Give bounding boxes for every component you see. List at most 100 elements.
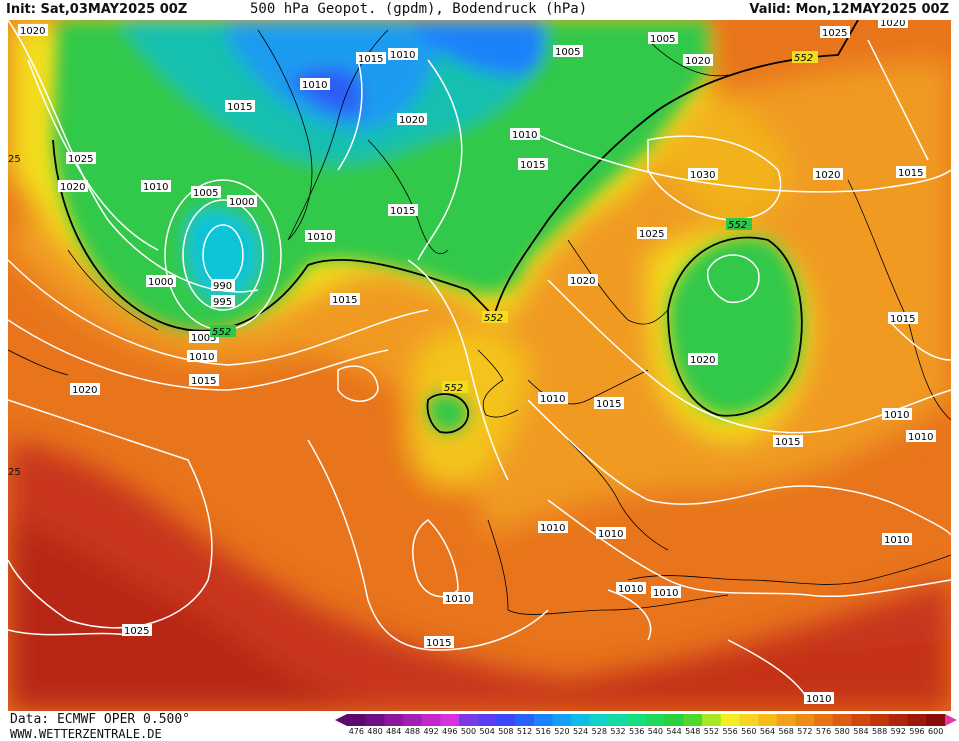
svg-text:1010: 1010 (598, 529, 623, 540)
coastlines (8, 29, 951, 615)
colorbar-swatch (477, 714, 497, 726)
isobar-label: 1020 (878, 20, 908, 29)
svg-text:1010: 1010 (540, 523, 565, 534)
svg-text:1010: 1010 (143, 182, 168, 193)
svg-text:1020: 1020 (685, 56, 710, 67)
colorbar-ticks: 476 480 484 488 492 496 500 504 508 512 516 520 524 5… (335, 727, 957, 739)
svg-text:1020: 1020 (60, 182, 85, 193)
isobar-label: 1010 (305, 230, 335, 243)
geopotential-field (8, 20, 951, 711)
colorbar-swatch (832, 714, 853, 726)
svg-text:1020: 1020 (690, 355, 715, 366)
colorbar-tick-label: 560 (741, 727, 757, 736)
svg-text:990: 990 (213, 281, 232, 292)
svg-text:1015: 1015 (426, 638, 451, 649)
isobar-label: 1005 (553, 45, 583, 58)
colorbar-swatch (683, 714, 703, 726)
colorbar-tick-label: 508 (498, 727, 514, 736)
colorbar-swatch (552, 714, 572, 726)
isobar-label: 1015 (388, 204, 418, 217)
colorbar-tick-label: 480 (367, 727, 383, 736)
isobar-label: 1020 (58, 180, 88, 193)
valid-time: Valid: Mon,12MAY2025 00Z (749, 2, 949, 17)
weather-map[interactable]: 1020 1015 1010 1005 1020 1015 1010 1005 … (8, 20, 951, 711)
edge-labels: 25 25 (8, 154, 21, 478)
isobar-label: 1015 (773, 435, 803, 448)
colorbar-tick-label: 596 (909, 727, 925, 736)
isobar-label: 1010 (187, 350, 217, 363)
colorbar-tick-label: 512 (516, 727, 533, 736)
isobar-label: 1015 (189, 374, 219, 387)
isobar-label: 1010 (596, 527, 626, 540)
colorbar-tick-label: 592 (890, 727, 906, 736)
colorbar-swatch (403, 714, 423, 726)
colorbar-tick-label: 516 (535, 727, 551, 736)
isobar-label: 1010 (141, 180, 171, 193)
isobar-label: 1005 (191, 186, 221, 199)
svg-text:1025: 1025 (68, 154, 93, 165)
isobar-label: 1010 (651, 586, 681, 599)
colorbar-tick-label: 572 (797, 727, 813, 736)
isobar-label: 1010 (616, 582, 646, 595)
colorbar-swatch (496, 714, 516, 726)
svg-text:552: 552 (444, 383, 463, 394)
isobar-label: 1025 (122, 624, 152, 637)
isobar-label: 1015 (330, 293, 360, 306)
isobar-label: 1010 (882, 533, 912, 546)
colorbar-tick-label: 556 (722, 727, 738, 736)
svg-text:1005: 1005 (191, 333, 216, 344)
svg-text:1010: 1010 (512, 130, 537, 141)
isobar-label: 1000 (227, 195, 257, 208)
isobar-label: 1025 (66, 152, 96, 165)
svg-text:1010: 1010 (302, 80, 327, 91)
isobar-label: 1025 (820, 26, 850, 39)
svg-text:1010: 1010 (806, 694, 831, 705)
svg-text:1010: 1010 (653, 588, 678, 599)
colorbar-swatch (589, 714, 610, 726)
colorbar-swatch (739, 714, 759, 726)
isobar-label: 1025 (637, 227, 667, 240)
svg-text:1010: 1010 (884, 535, 909, 546)
colorbar-swatch (664, 714, 684, 726)
svg-text:1000: 1000 (148, 277, 173, 288)
colorbar-swatch (347, 714, 367, 726)
contour-label-552: 552 (482, 311, 508, 324)
svg-text:552: 552 (794, 53, 813, 64)
svg-text:1020: 1020 (880, 20, 905, 29)
colorbar-swatch (533, 714, 554, 726)
edge-label: 25 (8, 467, 21, 478)
colorbar-tick-label: 500 (460, 727, 477, 736)
data-source: Data: ECMWF OPER 0.500° (10, 712, 191, 727)
isobar-label: 1020 (18, 24, 48, 37)
colorbar-tick-label: 484 (386, 727, 402, 736)
contour-labels: 552 552 552 552 552 552 (210, 51, 818, 394)
isobar-label: 995 (211, 295, 235, 308)
svg-text:1030: 1030 (690, 170, 715, 181)
colorbar-swatch (907, 714, 927, 726)
colorbar-swatch (515, 714, 535, 726)
colorbar-tick-label: 544 (666, 727, 682, 736)
isobar-label: 1010 (804, 692, 834, 705)
colorbar-tick-label: 528 (591, 727, 607, 736)
svg-text:995: 995 (213, 297, 232, 308)
svg-text:1015: 1015 (520, 160, 545, 171)
svg-text:552: 552 (728, 220, 747, 231)
colorbar-tick-label: 524 (572, 727, 589, 736)
svg-text:1010: 1010 (390, 50, 415, 61)
svg-text:1005: 1005 (650, 34, 675, 45)
colorbar-swatch (365, 714, 385, 726)
colorbar-tick-label: 580 (834, 727, 850, 736)
colorbar-arrow-right (945, 714, 957, 726)
colorbar-tick-label: 536 (629, 727, 645, 736)
colorbar-tick-label: 548 (685, 727, 701, 736)
colorbar-tick-label: 532 (610, 727, 626, 736)
svg-text:552: 552 (484, 313, 503, 324)
colorbar-swatch (870, 714, 890, 726)
colorbar-tick-label: 576 (815, 727, 832, 736)
isobar-label: 1015 (225, 100, 255, 113)
website-link[interactable]: WWW.WETTERZENTRALE.DE (10, 727, 162, 741)
svg-text:1005: 1005 (193, 188, 218, 199)
isobar-label: 1010 (906, 430, 936, 443)
colorbar-swatch (608, 714, 628, 726)
isobar-label: 1015 (888, 312, 918, 325)
